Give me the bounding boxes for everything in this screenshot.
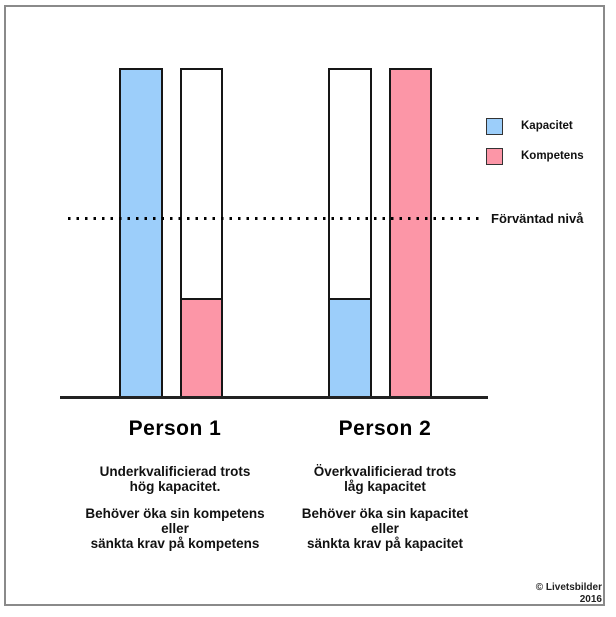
bar-fill-person2-kapacitet [330, 298, 370, 396]
expected-level-label: Förväntad nivå [491, 211, 584, 226]
person1-advice-text: Behöver öka sin kompetens eller sänkta k… [85, 506, 265, 551]
kompetens-swatch-icon [486, 148, 503, 165]
person1-label: Person 1 [128, 417, 222, 440]
x-axis-baseline [60, 396, 488, 399]
kapacitet-swatch-icon [486, 118, 503, 135]
person1-summary-text: Underkvalificierad trots hög kapacitet. [99, 464, 251, 494]
bar-fill-person1-kompetens [182, 298, 221, 396]
diagram-border [4, 5, 605, 606]
bar-person1-kapacitet [119, 68, 163, 398]
bar-fill-person2-kompetens [391, 70, 430, 396]
person2-label: Person 2 [338, 417, 432, 440]
person2-advice-text: Behöver öka sin kapacitet eller sänkta k… [301, 506, 469, 551]
copyright-text: © Livetsbilder 2016 [535, 582, 602, 605]
bar-person2-kompetens [389, 68, 432, 398]
legend-label-kompetens: Kompetens [521, 150, 584, 162]
bar-fill-person1-kapacitet [121, 70, 161, 396]
bar-person1-kompetens [180, 68, 223, 398]
bar-person2-kapacitet [328, 68, 372, 398]
legend-label-kapacitet: Kapacitet [521, 120, 573, 132]
expected-level-line [68, 217, 480, 220]
person2-summary-text: Överkvalificierad trots låg kapacitet [313, 464, 457, 494]
